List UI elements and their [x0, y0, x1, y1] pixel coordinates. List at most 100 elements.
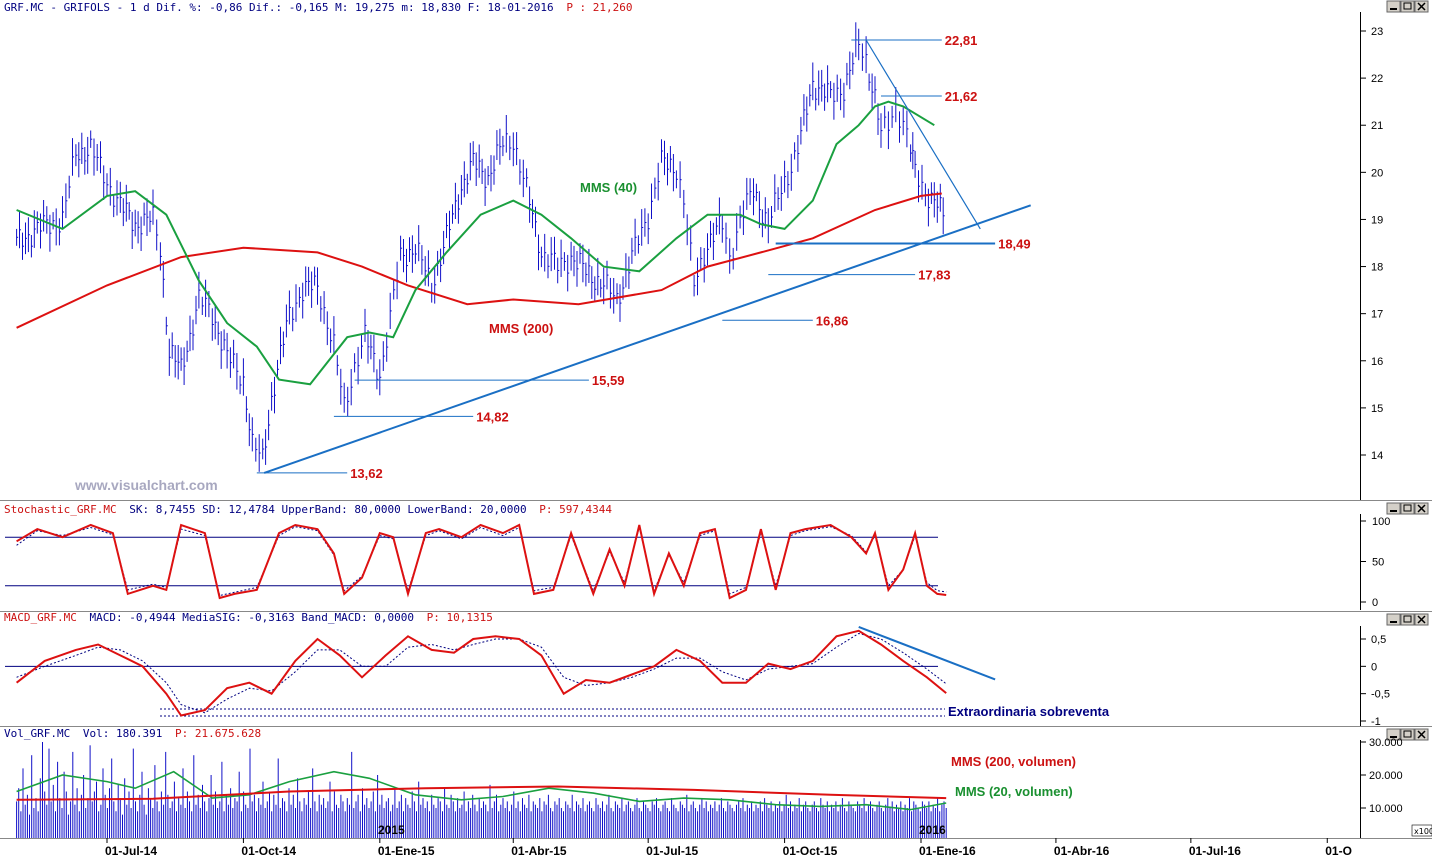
macd-minimize-button[interactable] — [1386, 613, 1401, 626]
x-tick-label: 01-Jul-15 — [646, 844, 698, 857]
vol-minimize-button[interactable] — [1386, 728, 1401, 741]
oversold-label: Extraordinaria sobreventa — [948, 704, 1110, 719]
main-window-controls — [1386, 0, 1429, 13]
y-tick-label: 18 — [1371, 262, 1383, 274]
close-icon — [1417, 730, 1426, 739]
y-tick-label: 10.000 — [1369, 803, 1403, 815]
vol-header: Vol_GRF.MC Vol: 180.391 P: 21.675.628 — [4, 727, 261, 740]
support-label: 15,59 — [592, 373, 625, 388]
mms40-label: MMS (40) — [580, 180, 637, 195]
sma40-line — [16, 100, 935, 386]
main-minimize-button[interactable] — [1386, 0, 1401, 13]
maximize-icon — [1403, 615, 1412, 623]
y-tick-label: 17 — [1371, 309, 1383, 321]
x-tick-label: 01-Oct-14 — [241, 844, 296, 857]
y-tick-label: 0 — [1371, 661, 1377, 673]
vol-maximize-button[interactable] — [1400, 728, 1415, 741]
axes: 14 15 16 17 18 19 20 21 22 23 0 50 100 0,5 0 -0,5 -1 10.0… — [105, 26, 1403, 857]
y-tick-label: 21 — [1371, 120, 1383, 132]
x-tick-label: 01-Oct-15 — [783, 844, 838, 857]
macd-header-text: MACD: -0,4944 MediaSIG: -0,3163 Band_MAC… — [89, 611, 414, 624]
stoch-window-controls — [1386, 502, 1429, 515]
y-tick-label: 16 — [1371, 356, 1383, 368]
support-label: 14,82 — [476, 409, 509, 424]
x-tick-label: 01-Abr-16 — [1054, 844, 1110, 857]
x-tick-label: 01-Ene-16 — [919, 844, 976, 857]
sma200-line — [16, 192, 942, 329]
stoch-header-p: P: 597,4344 — [539, 503, 612, 516]
macd-panel — [5, 626, 996, 717]
maximize-icon — [1403, 504, 1412, 512]
y-tick-label: -1 — [1371, 716, 1381, 728]
support-label: 13,62 — [350, 466, 383, 481]
stoch-header-text: SK: 8,7455 SD: 12,4784 UpperBand: 80,000… — [129, 503, 526, 516]
close-icon — [1417, 615, 1426, 624]
x-tick-label: 01-Jul-16 — [1189, 844, 1241, 857]
vol-window-controls — [1386, 728, 1429, 741]
stoch-header: Stochastic_GRF.MC SK: 8,7455 SD: 12,4784… — [4, 503, 612, 516]
stoch-header-name: Stochastic_GRF.MC — [4, 503, 117, 516]
main-header: GRF.MC - GRIFOLS - 1 d Dif. %: -0,86 Dif… — [4, 1, 633, 14]
macd-maximize-button[interactable] — [1400, 613, 1415, 626]
support-label: 18,49 — [998, 237, 1031, 252]
macd-header-name: MACD_GRF.MC — [4, 611, 77, 624]
y-tick-label: 23 — [1371, 26, 1383, 38]
y-tick-label: 50 — [1372, 557, 1384, 569]
y-tick-label: 22 — [1371, 73, 1383, 85]
y-tick-label: 100 — [1372, 516, 1390, 528]
stochastic-panel — [5, 523, 947, 600]
support-label: 21,62 — [945, 89, 978, 104]
main-maximize-button[interactable] — [1400, 0, 1415, 13]
price-panel: 13,62 14,82 15,59 16,86 17,83 18,49 21,62 22,81 — [16, 22, 1032, 481]
main-header-text: GRF.MC - GRIFOLS - 1 d Dif. %: -0,86 Dif… — [4, 1, 554, 14]
support-label: 22,81 — [945, 33, 978, 48]
support-label: 17,83 — [918, 268, 951, 283]
close-icon — [1417, 2, 1426, 11]
macd-window-controls — [1386, 613, 1429, 626]
vol-mms20-label: MMS (20, volumen) — [955, 784, 1073, 799]
macd-trend-line — [858, 626, 996, 681]
volume-panel — [16, 742, 947, 838]
x-tick-label: 01-Abr-15 — [511, 844, 567, 857]
y-tick-label: 20.000 — [1369, 770, 1403, 782]
y-tick-label: 15 — [1371, 403, 1383, 415]
unit-box — [1411, 824, 1432, 837]
macd-header: MACD_GRF.MC MACD: -0,4944 MediaSIG: -0,3… — [4, 611, 493, 624]
maximize-icon — [1403, 2, 1412, 10]
trend-line — [263, 204, 1032, 474]
x-tick-label: 01-Jul-14 — [105, 844, 157, 857]
trend-line — [865, 39, 981, 230]
unit-x100: x100 — [1414, 827, 1432, 836]
macd-line — [15, 629, 947, 717]
macd-header-p: P: 10,1315 — [427, 611, 493, 624]
vol-mms200-label: MMS (200, volumen) — [951, 754, 1076, 769]
x-tick-label: 01-O — [1325, 844, 1352, 857]
y-tick-label: -0,5 — [1371, 689, 1390, 701]
vol-sma20-line — [16, 770, 947, 811]
y-tick-label: 14 — [1371, 450, 1383, 462]
watermark: www.visualchart.com — [74, 477, 218, 493]
y-tick-label: 19 — [1371, 214, 1383, 226]
vol-sma200-line — [16, 785, 947, 801]
year-2015-label: 2015 — [378, 823, 405, 837]
vol-header-name: Vol_GRF.MC — [4, 727, 70, 740]
stoch-sk-line — [16, 523, 947, 600]
main-header-p: P : 21,260 — [566, 1, 632, 14]
y-tick-label: 0,5 — [1371, 634, 1386, 646]
close-icon — [1417, 504, 1426, 513]
stoch-minimize-button[interactable] — [1386, 502, 1401, 515]
vol-header-p: P: 21.675.628 — [175, 727, 261, 740]
y-tick-label: 0 — [1372, 597, 1378, 609]
x-tick-label: 01-Ene-15 — [378, 844, 435, 857]
vol-header-text: Vol: 180.391 — [83, 727, 162, 740]
maximize-icon — [1403, 730, 1412, 738]
y-tick-label: 30.000 — [1369, 737, 1403, 749]
mms200-label: MMS (200) — [489, 321, 553, 336]
panel-separators — [0, 500, 1432, 839]
y-tick-label: 20 — [1371, 167, 1383, 179]
macd-signal-line — [16, 632, 947, 714]
support-label: 16,86 — [816, 313, 849, 328]
stoch-maximize-button[interactable] — [1400, 502, 1415, 515]
year-2016-label: 2016 — [919, 823, 946, 837]
